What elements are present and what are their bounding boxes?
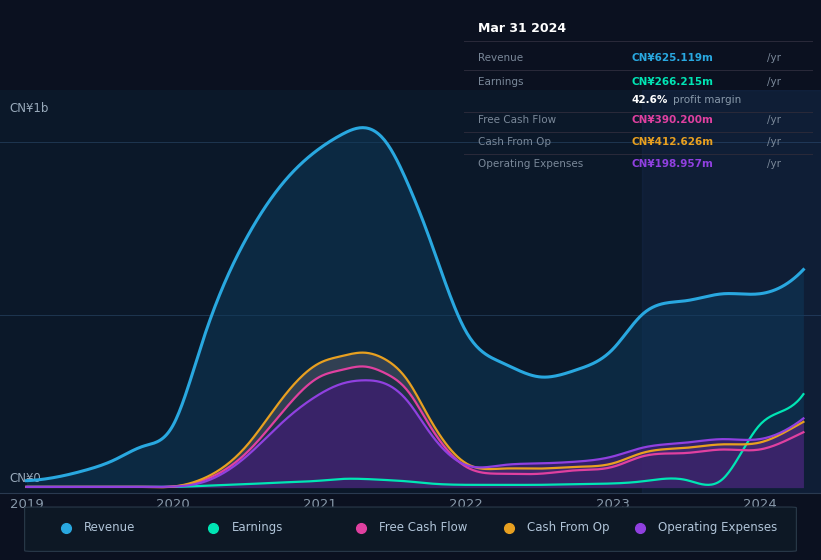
Text: /yr: /yr bbox=[768, 53, 782, 63]
Text: Free Cash Flow: Free Cash Flow bbox=[379, 521, 468, 534]
Text: Mar 31 2024: Mar 31 2024 bbox=[478, 21, 566, 35]
Text: Earnings: Earnings bbox=[232, 521, 283, 534]
Text: Operating Expenses: Operating Expenses bbox=[478, 159, 583, 169]
Bar bbox=[642, 90, 821, 493]
Text: Cash From Op: Cash From Op bbox=[527, 521, 609, 534]
Text: CN¥625.119m: CN¥625.119m bbox=[631, 53, 713, 63]
Text: /yr: /yr bbox=[768, 137, 782, 147]
Text: Free Cash Flow: Free Cash Flow bbox=[478, 115, 556, 125]
Text: profit margin: profit margin bbox=[673, 95, 741, 105]
Text: CN¥198.957m: CN¥198.957m bbox=[631, 159, 713, 169]
Text: Cash From Op: Cash From Op bbox=[478, 137, 551, 147]
Text: Revenue: Revenue bbox=[84, 521, 135, 534]
Text: CN¥1b: CN¥1b bbox=[10, 102, 49, 115]
Text: Earnings: Earnings bbox=[478, 77, 523, 87]
Text: Operating Expenses: Operating Expenses bbox=[658, 521, 777, 534]
Text: CN¥266.215m: CN¥266.215m bbox=[631, 77, 713, 87]
Text: Revenue: Revenue bbox=[478, 53, 523, 63]
Text: /yr: /yr bbox=[768, 115, 782, 125]
Text: /yr: /yr bbox=[768, 159, 782, 169]
Text: 42.6%: 42.6% bbox=[631, 95, 667, 105]
Text: CN¥412.626m: CN¥412.626m bbox=[631, 137, 713, 147]
Text: CN¥390.200m: CN¥390.200m bbox=[631, 115, 713, 125]
Text: /yr: /yr bbox=[768, 77, 782, 87]
Text: CN¥0: CN¥0 bbox=[10, 472, 42, 485]
FancyBboxPatch shape bbox=[25, 507, 796, 552]
